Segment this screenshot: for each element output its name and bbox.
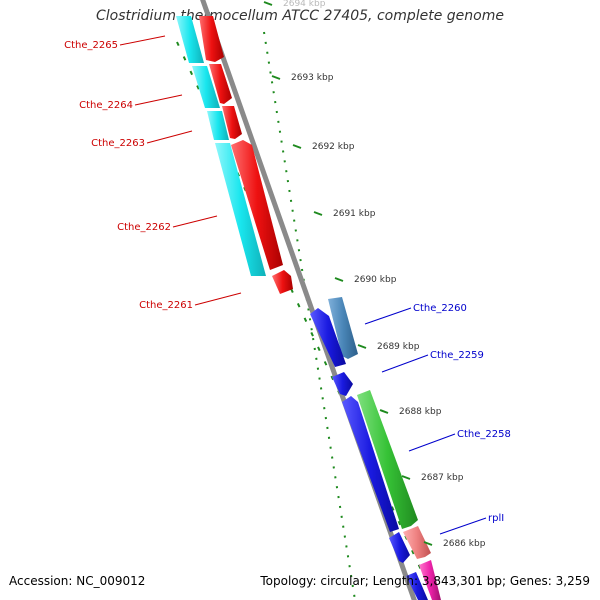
scale-tick (357, 344, 367, 349)
right-gene-labels: Cthe_2260 Cthe_2259 Cthe_2258 rplI (364, 303, 511, 535)
scale-tick (292, 144, 302, 149)
scale-labels: 2694 kbp 2693 kbp 2692 kbp 2691 kbp 2690 kbp… (263, 0, 486, 549)
gene-label: Cthe_2259 (430, 350, 484, 361)
gene-Cthe_2265 (199, 16, 224, 62)
gene-Cthe_2260 (328, 297, 358, 359)
scale-label: 2687 kbp (421, 473, 464, 483)
scale-tick (379, 409, 389, 414)
gene-label: Cthe_2258 (457, 429, 511, 440)
gene-label-leader (439, 517, 487, 535)
scale-label: 2686 kbp (443, 539, 486, 549)
gene-label: Cthe_2262 (117, 222, 171, 233)
gene-Cthe_2261 (272, 270, 293, 294)
gene-Cthe_2258 (357, 390, 418, 529)
scale-tick (423, 541, 433, 546)
gene-label: Cthe_2261 (139, 300, 193, 311)
gene-block-cyan-3 (207, 111, 229, 140)
gene-Cthe_2264 (209, 64, 232, 104)
gene-label-leader (119, 35, 166, 46)
gene-Cthe_2259 (332, 372, 353, 396)
gene-label: Cthe_2260 (413, 303, 467, 314)
gene-rplI (403, 526, 431, 559)
scale-label: 2690 kbp (354, 275, 397, 285)
scale-label: 2688 kbp (399, 407, 442, 417)
scale-label: 2694 kbp (283, 0, 326, 9)
scale-tick (334, 277, 344, 282)
gene-label-leader (146, 130, 193, 144)
gene-label-leader (134, 94, 183, 106)
scale-tick (313, 211, 323, 216)
gene-label-leader (408, 433, 456, 452)
gene-block-cyan-1 (176, 16, 204, 63)
gene-label-leader (172, 215, 218, 228)
map-title: Clostridium thermocellum ATCC 27405, com… (96, 8, 504, 24)
gene-block-blue-3 (389, 532, 410, 563)
topology-label: Topology: circular; Length: 3,843,301 bp… (260, 574, 590, 588)
gene-Cthe_2263 (222, 106, 242, 139)
gene-block-blue-1 (310, 308, 346, 367)
gene-block-blue-2 (342, 396, 399, 532)
gene-label: Cthe_2264 (79, 100, 133, 111)
gene-block-cyan-2 (192, 66, 220, 108)
gene-block-cyan-4 (215, 143, 266, 276)
gene-block-magenta (419, 560, 441, 600)
scale-label: 2689 kbp (377, 342, 420, 352)
scale-tick (271, 75, 281, 80)
left-gene-labels: Cthe_2265 Cthe_2264 Cthe_2263 Cthe_2262 Cthe… (64, 35, 242, 311)
right-strand-genes (310, 297, 441, 600)
scale-label: 2693 kbp (291, 73, 334, 83)
gene-label: Cthe_2265 (64, 40, 118, 51)
scale-label: 2692 kbp (312, 142, 355, 152)
gene-block-blue-4 (406, 572, 428, 600)
gene-label-leader (194, 292, 242, 306)
gene-Cthe_2262 (231, 140, 283, 270)
gene-label-leader (364, 307, 412, 325)
accession-label: Accession: NC_009012 (9, 574, 146, 588)
scale-tick (263, 1, 273, 6)
inner-tick-track (176, 41, 436, 600)
scale-tick (401, 475, 411, 480)
left-strand-genes (176, 16, 293, 294)
scale-label: 2691 kbp (333, 209, 376, 219)
gene-label: Cthe_2263 (91, 138, 145, 149)
gene-label: rplI (488, 513, 504, 524)
gene-label-leader (381, 354, 429, 373)
